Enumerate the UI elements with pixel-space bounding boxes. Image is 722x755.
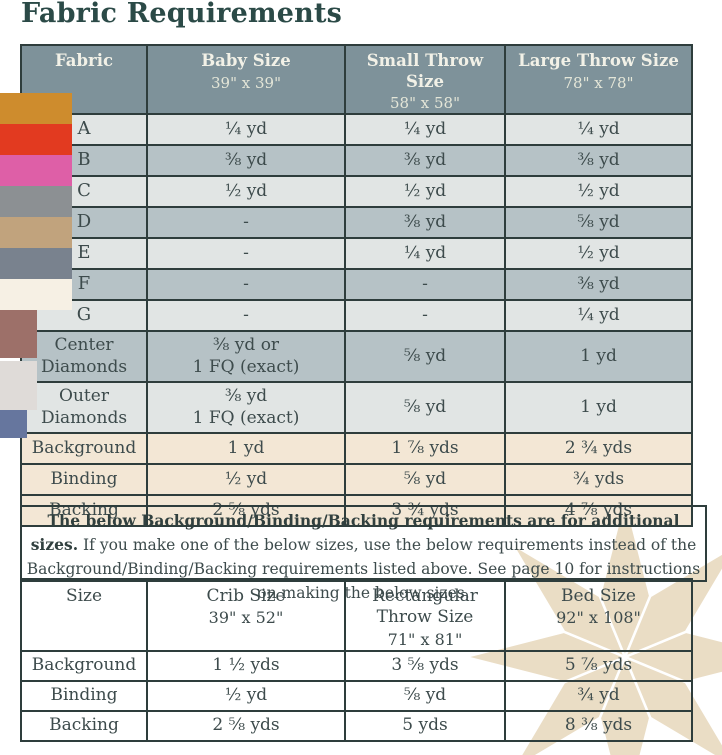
cell-value: ⅜ yd: [504, 268, 693, 301]
fabric-e-swatch: [0, 217, 72, 248]
cell-value: ¼ yd: [344, 113, 506, 146]
cell-value: -: [146, 299, 346, 332]
fabric-requirements-table: Fabric Baby Size 39" x 39" Small Throw Si…: [20, 44, 693, 527]
cell-value: 2 ¾ yds: [504, 432, 693, 465]
table-row: Background 1 ½ yds 3 ⅝ yds 5 ⅞ yds: [20, 649, 693, 682]
table-row: F--⅜ yd: [20, 268, 693, 301]
column-header-fabric: Fabric: [20, 44, 148, 115]
cell-value: -: [344, 299, 506, 332]
table-row: D-⅜ yd ⅝ yd: [20, 206, 693, 239]
table-row: Backing 2 ⅝ yds 5 yds 8 ⅜ yds: [20, 709, 693, 742]
table-row: Background 1 yd 1 ⅞ yds 2 ¾ yds: [20, 432, 693, 465]
page-title: Fabric Requirements: [21, 0, 343, 29]
column-header-baby-size: Baby Size 39" x 39": [146, 44, 346, 115]
cell-value: ½ yd: [504, 237, 693, 270]
cell-value: ½ yd: [344, 175, 506, 208]
cell-value: -: [146, 268, 346, 301]
row-label: Background: [20, 649, 148, 682]
cell-value: ¼ yd: [344, 237, 506, 270]
cell-value: -: [146, 237, 346, 270]
cell-value: ⅜ yd: [504, 144, 693, 177]
cell-value: 2 ⅝ yds: [146, 494, 346, 527]
additional-sizes-table: Size Crib Size 39" x 52" Rectangular Thro…: [20, 578, 693, 742]
table-row: Backing 2 ⅝ yds 3 ¾ yds 4 ⅞ yds: [20, 494, 693, 527]
cell-value: 4 ⅞ yds: [504, 494, 693, 527]
table-row: Outer Diamonds ⅜ yd 1 FQ (exact) ⅝ yd 1 yd: [20, 381, 693, 434]
row-label: Backing: [20, 709, 148, 742]
cell-value: 2 ⅝ yds: [146, 709, 346, 742]
cell-value: ⅝ yd: [344, 679, 506, 712]
cell-value: ⅜ yd or 1 FQ (exact): [146, 330, 346, 383]
cell-value: ½ yd: [146, 679, 346, 712]
cell-value: ¼ yd: [504, 299, 693, 332]
cell-value: 5 ⅞ yds: [504, 649, 693, 682]
row-label: Background: [20, 432, 148, 465]
cell-value: ⅜ yd: [344, 206, 506, 239]
cell-value: ⅝ yd: [344, 330, 506, 383]
cell-value: ¾ yd: [504, 679, 693, 712]
fabric-f-swatch: [0, 248, 72, 279]
cell-value: ⅜ yd 1 FQ (exact): [146, 381, 346, 434]
fabric-a-swatch: [0, 93, 72, 124]
fabric-c-swatch: [0, 155, 72, 186]
table-row: Binding ½ yd ⅝ yd ¾ yds: [20, 463, 693, 496]
cell-value: 1 ⅞ yds: [344, 432, 506, 465]
cell-value: 1 ½ yds: [146, 649, 346, 682]
cell-value: ⅝ yd: [344, 463, 506, 496]
additional-sizes-note: The below Background/Binding/Backing req…: [20, 505, 707, 602]
cell-value: ⅜ yd: [344, 144, 506, 177]
column-header-size: Size: [20, 578, 148, 652]
outer-diamonds-swatch: [0, 361, 37, 410]
column-header-small-throw-size: Small Throw Size 58" x 58": [344, 44, 506, 115]
table-row: E-¼ yd ½ yd: [20, 237, 693, 270]
column-header-large-throw-size: Large Throw Size 78" x 78": [504, 44, 693, 115]
note-bold-text: The below Background/Binding/Backing req…: [30, 511, 680, 554]
fabric-d-swatch: [0, 186, 72, 217]
table-row: Binding ½ yd ⅝ yd ¾ yd: [20, 679, 693, 712]
center-diamonds-swatch: [0, 310, 37, 358]
cell-value: ¼ yd: [146, 113, 346, 146]
cell-value: ½ yd: [146, 463, 346, 496]
table-header-row: Fabric Baby Size 39" x 39" Small Throw Si…: [20, 44, 693, 115]
row-label: Outer Diamonds: [20, 381, 148, 434]
row-label: Center Diamonds: [20, 330, 148, 383]
cell-value: ⅝ yd: [344, 381, 506, 434]
cell-value: 1 yd: [504, 381, 693, 434]
cell-value: ¼ yd: [504, 113, 693, 146]
cell-value: ⅝ yd: [504, 206, 693, 239]
column-header-bed-size: Bed Size 92" x 108": [504, 578, 693, 652]
cell-value: -: [146, 206, 346, 239]
cell-value: 3 ⅝ yds: [344, 649, 506, 682]
row-label: Binding: [20, 679, 148, 712]
cell-value: ⅜ yd: [146, 144, 346, 177]
fabric-g-swatch: [0, 279, 72, 310]
cell-value: 1 yd: [504, 330, 693, 383]
table-row: G--¼ yd: [20, 299, 693, 332]
cell-value: 8 ⅜ yds: [504, 709, 693, 742]
row-label: Binding: [20, 463, 148, 496]
background-fabric-swatch: [0, 410, 27, 438]
fabric-b-swatch: [0, 124, 72, 155]
table-header-row: Size Crib Size 39" x 52" Rectangular Thro…: [20, 578, 693, 652]
note-regular-text: If you make one of the below sizes, use …: [26, 536, 701, 602]
column-header-rectangular-throw-size: Rectangular Throw Size 71" x 81": [344, 578, 506, 652]
cell-value: 1 yd: [146, 432, 346, 465]
column-header-crib-size: Crib Size 39" x 52": [146, 578, 346, 652]
cell-value: 5 yds: [344, 709, 506, 742]
row-label: Backing: [20, 494, 148, 527]
cell-value: ¾ yds: [504, 463, 693, 496]
cell-value: 3 ¾ yds: [344, 494, 506, 527]
table-row: Center Diamonds ⅜ yd or 1 FQ (exact) ⅝ yd 1…: [20, 330, 693, 383]
cell-value: -: [344, 268, 506, 301]
cell-value: ½ yd: [146, 175, 346, 208]
cell-value: ½ yd: [504, 175, 693, 208]
